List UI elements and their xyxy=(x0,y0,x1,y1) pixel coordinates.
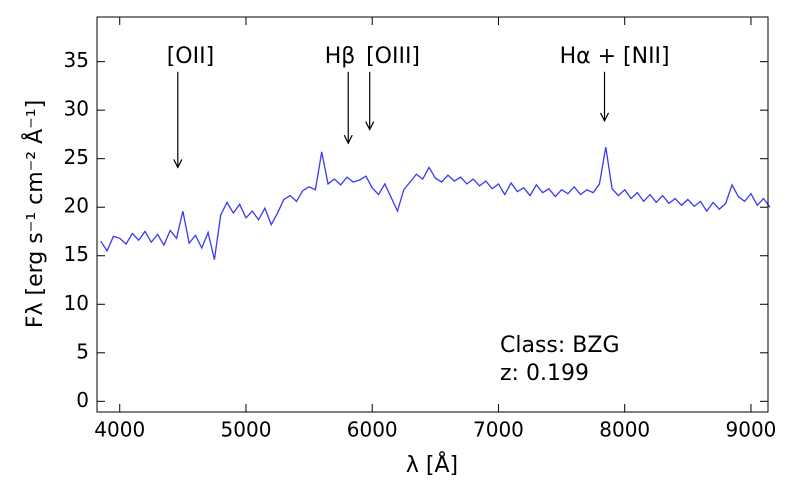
y-tick-label: 15 xyxy=(64,242,89,266)
annotation-label: Hα + [NII] xyxy=(560,44,670,69)
arrow-head xyxy=(173,159,183,169)
spectrum-line xyxy=(100,146,771,260)
info-text: z: 0.199 xyxy=(500,361,589,386)
x-tick-label: 6000 xyxy=(347,418,398,442)
y-tick-label: 25 xyxy=(64,145,89,169)
plot-frame xyxy=(96,16,769,413)
annotation-label: [OIII] xyxy=(366,44,420,69)
arrow-head xyxy=(343,134,353,145)
x-tick-label: 5000 xyxy=(221,418,272,442)
x-tick-label: 9000 xyxy=(726,418,777,442)
arrow-head xyxy=(365,121,375,131)
y-tick-label: 10 xyxy=(64,291,89,315)
y-tick-label: 30 xyxy=(64,97,89,121)
arrow-head xyxy=(599,112,610,123)
x-axis-label: λ [Å] xyxy=(406,451,458,478)
y-tick-label: 0 xyxy=(76,388,89,412)
y-tick-label: 5 xyxy=(76,339,89,363)
x-tick-label: 4000 xyxy=(94,418,145,442)
annotation-label: Hβ xyxy=(325,44,356,69)
info-text: Class: BZG xyxy=(500,333,620,358)
y-tick-label: 20 xyxy=(64,194,89,218)
y-axis-label: Fλ [erg s⁻¹ cm⁻² Å⁻¹] xyxy=(21,100,48,328)
annotation-label: [OII] xyxy=(167,44,214,69)
x-tick-label: 8000 xyxy=(599,418,650,442)
x-tick-label: 7000 xyxy=(473,418,524,442)
y-tick-label: 35 xyxy=(64,48,89,72)
